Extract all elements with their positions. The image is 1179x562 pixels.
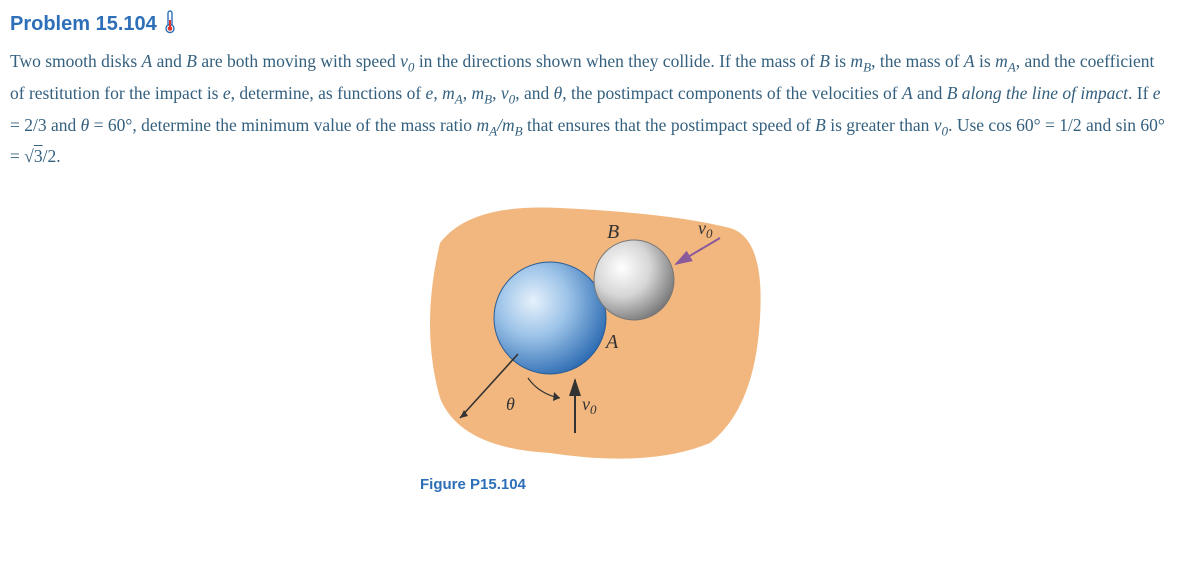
theta-label: θ xyxy=(506,394,515,414)
sym-A: A xyxy=(902,83,913,103)
text: = 60°, determine the minimum value of th… xyxy=(89,115,476,135)
sym-theta: θ xyxy=(554,83,563,103)
text: that ensures that the postimpact speed o… xyxy=(523,115,816,135)
text: . xyxy=(56,146,60,166)
disk-b xyxy=(594,240,674,320)
sym-mB: mB xyxy=(471,83,492,103)
text: , and xyxy=(515,83,553,103)
text: is xyxy=(975,51,995,71)
text: in the directions shown when they collid… xyxy=(414,51,819,71)
text: is greater than xyxy=(826,115,934,135)
sym-B: B xyxy=(819,51,830,71)
text: , the mass of xyxy=(871,51,964,71)
text: = 2/3 and xyxy=(10,115,81,135)
sym-mB: mB xyxy=(850,51,871,71)
text: and xyxy=(913,83,947,103)
sym-e: e xyxy=(223,83,231,103)
text: , determine, as functions of xyxy=(231,83,426,103)
sym-ratio: mA/mB xyxy=(476,115,522,135)
text: are both moving with speed xyxy=(197,51,400,71)
sym-v0: v0 xyxy=(501,83,515,103)
text: Two smooth disks xyxy=(10,51,142,71)
text: , xyxy=(492,83,501,103)
sym-v0: v0 xyxy=(934,115,948,135)
problem-body: Two smooth disks A and B are both moving… xyxy=(10,47,1169,172)
text-emphasis: along the line of impact xyxy=(962,83,1128,103)
sym-mA: mA xyxy=(442,83,463,103)
sym-theta: θ xyxy=(81,115,90,135)
sym-B: B xyxy=(947,83,958,103)
figure-caption: Figure P15.104 xyxy=(420,476,526,493)
label-b: B xyxy=(607,221,619,243)
sym-v0: v0 xyxy=(400,51,414,71)
thermometer-icon xyxy=(163,10,177,39)
sym-B: B xyxy=(815,115,826,135)
sqrt: √3/2 xyxy=(24,146,56,166)
figure: + + A B v0 v0 θ Figure P15.104 xyxy=(10,188,1169,493)
text: , xyxy=(433,83,442,103)
text: , the postimpact components of the veloc… xyxy=(562,83,902,103)
text: is xyxy=(830,51,850,71)
sym-A: A xyxy=(964,51,975,71)
sym-e: e xyxy=(1153,83,1161,103)
disk-a xyxy=(494,262,606,374)
text: and xyxy=(152,51,186,71)
sym-A: A xyxy=(142,51,153,71)
problem-title: Problem 15.104 xyxy=(10,10,1169,39)
text: . If xyxy=(1128,83,1153,103)
figure-svg: + + A B v0 v0 θ xyxy=(410,188,770,468)
sym-B: B xyxy=(186,51,197,71)
v0-label-b: v0 xyxy=(698,218,713,241)
title-text: Problem 15.104 xyxy=(10,13,157,36)
sym-mA: mA xyxy=(995,51,1016,71)
label-a: A xyxy=(604,331,619,353)
